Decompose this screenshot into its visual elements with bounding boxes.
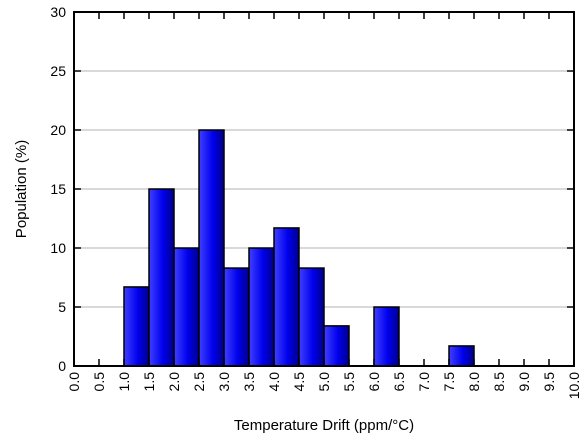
bars <box>123 129 475 367</box>
x-tick-label: 6.0 <box>366 372 382 392</box>
x-tick-label: 2.0 <box>166 372 182 392</box>
x-tick-label: 3.5 <box>241 372 257 392</box>
x-tick-label: 7.5 <box>441 372 457 392</box>
y-tick-label: 0 <box>58 358 66 374</box>
y-tick-labels: 0 5 10 15 20 25 30 <box>50 4 66 374</box>
y-tick-label: 15 <box>50 181 66 197</box>
x-tick-label: 5.0 <box>316 372 332 392</box>
x-tick-label: 8.0 <box>466 372 482 392</box>
histogram-bar <box>223 267 250 367</box>
x-tick-label: 5.5 <box>341 372 357 392</box>
histogram-bar <box>298 267 325 367</box>
y-axis-title: Population (%) <box>13 140 30 238</box>
histogram-bar <box>323 325 350 367</box>
axis-ticks <box>73 11 575 367</box>
histogram-bar <box>373 306 400 367</box>
x-tick-label: 3.0 <box>216 372 232 392</box>
x-tick-label: 0.5 <box>91 372 107 392</box>
histogram-bar <box>273 227 300 367</box>
histogram-bar <box>448 345 475 367</box>
x-tick-label: 4.0 <box>266 372 282 392</box>
x-tick-label: 2.5 <box>191 372 207 392</box>
x-tick-label: 1.0 <box>116 372 132 392</box>
x-axis-title: Temperature Drift (ppm/°C) <box>234 417 414 434</box>
histogram-bar <box>173 247 200 367</box>
x-tick-label: 10.0 <box>566 372 582 399</box>
histogram-bar <box>123 286 150 367</box>
y-tick-label: 10 <box>50 240 66 256</box>
y-tick-label: 25 <box>50 63 66 79</box>
x-tick-label: 8.5 <box>491 372 507 392</box>
histogram-bar <box>148 188 175 367</box>
x-tick-labels: 0.0 0.5 1.0 1.5 2.0 2.5 3.0 3.5 4.0 4.5 5.0 5.5 6.0 6… <box>66 372 582 399</box>
x-tick-label: 1.5 <box>141 372 157 392</box>
x-tick-label: 9.5 <box>541 372 557 392</box>
x-tick-label: 4.5 <box>291 372 307 392</box>
y-tick-label: 5 <box>58 299 66 315</box>
y-tick-label: 30 <box>50 4 66 20</box>
x-tick-label: 9.0 <box>516 372 532 392</box>
x-tick-label: 0.0 <box>66 372 82 392</box>
histogram-bar <box>198 129 225 367</box>
x-tick-label: 7.0 <box>416 372 432 392</box>
y-tick-label: 20 <box>50 122 66 138</box>
x-tick-label: 6.5 <box>391 372 407 392</box>
histogram-bar <box>248 247 275 367</box>
